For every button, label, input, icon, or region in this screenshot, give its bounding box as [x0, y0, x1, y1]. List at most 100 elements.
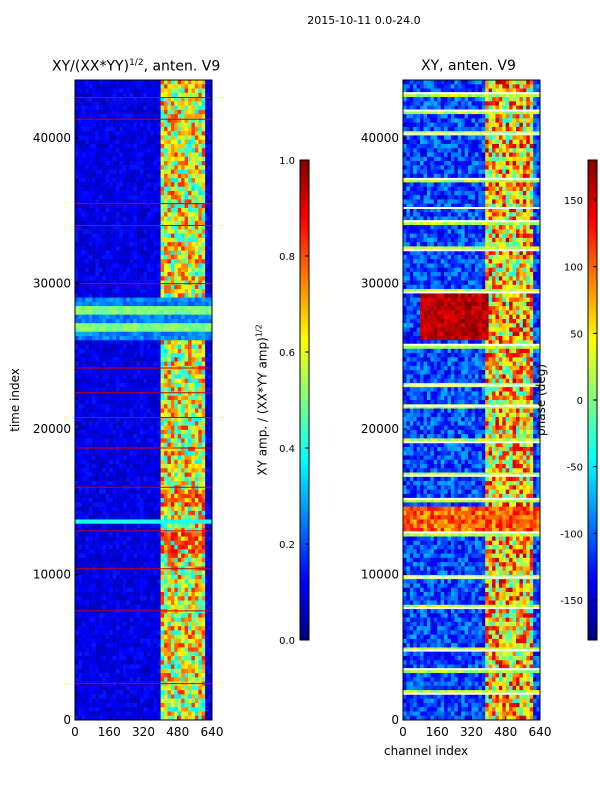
heatmap-cell — [126, 161, 131, 166]
heatmap-cell — [153, 272, 158, 277]
heatmap-cell — [78, 105, 83, 111]
heatmap-cell — [98, 323, 103, 328]
heatmap-cell — [164, 404, 168, 409]
heatmap-cell — [201, 391, 206, 397]
heatmap-cell — [150, 118, 155, 123]
heatmap-cell — [201, 387, 206, 392]
heatmap-cell — [184, 587, 189, 593]
heatmap-cell — [188, 353, 192, 358]
heatmap-cell — [177, 190, 182, 196]
heatmap-cell — [150, 574, 155, 580]
heatmap-cell — [88, 353, 93, 358]
heatmap-cell — [136, 523, 141, 529]
heatmap-cell — [198, 310, 203, 315]
heatmap-cell — [170, 528, 175, 533]
heatmap-cell — [205, 272, 209, 277]
heatmap-cell — [140, 186, 144, 192]
heatmap-cell — [112, 400, 117, 405]
heatmap-cell — [75, 314, 79, 320]
heatmap-cell — [92, 246, 96, 251]
heatmap-cell — [177, 139, 182, 145]
heatmap-cell — [136, 118, 141, 123]
heatmap-cell — [177, 242, 182, 247]
heatmap-cell — [133, 340, 137, 345]
heatmap-cell — [140, 438, 144, 443]
heatmap-cell — [177, 592, 182, 597]
heatmap-cell — [160, 284, 165, 290]
heatmap-cell — [85, 323, 89, 328]
heatmap-cell — [88, 357, 93, 362]
heatmap-cell — [95, 442, 100, 448]
heatmap-cell — [146, 80, 151, 85]
heatmap-cell — [167, 254, 172, 260]
heatmap-cell — [188, 370, 192, 375]
heatmap-cell — [102, 161, 107, 166]
heatmap-cell — [194, 208, 199, 213]
heatmap-cell — [150, 306, 155, 311]
heatmap-cell — [78, 178, 83, 183]
heatmap-cell — [205, 97, 209, 102]
heatmap-cell — [102, 97, 107, 102]
heatmap-cell — [198, 532, 203, 537]
heatmap-cell — [75, 353, 79, 358]
heatmap-cell — [143, 310, 148, 315]
heatmap-cell — [122, 357, 127, 362]
heatmap-cell — [126, 570, 131, 576]
heatmap-cell — [167, 378, 172, 384]
heatmap-cell — [112, 408, 117, 414]
heatmap-cell — [181, 425, 185, 431]
heatmap-cell — [122, 408, 127, 414]
heatmap-cell — [146, 583, 151, 589]
heatmap-cell — [109, 596, 113, 601]
heatmap-cell — [119, 374, 124, 379]
heatmap-cell — [191, 212, 196, 217]
heatmap-cell — [112, 182, 117, 187]
heatmap-cell — [140, 481, 144, 486]
heatmap-cell — [140, 195, 144, 200]
heatmap-cell — [78, 442, 83, 448]
heatmap-cell — [133, 553, 137, 559]
heatmap-cell — [201, 353, 206, 358]
heatmap-cell — [157, 97, 161, 102]
heatmap-cell — [157, 468, 161, 473]
heatmap-cell — [164, 148, 168, 153]
heatmap-cell — [78, 126, 83, 132]
heatmap-cell — [170, 361, 175, 367]
heatmap-cell — [194, 92, 199, 98]
heatmap-cell — [177, 519, 182, 525]
heatmap-cell — [181, 152, 185, 158]
heatmap-cell — [119, 476, 124, 482]
heatmap-cell — [112, 118, 117, 123]
heatmap-cell — [164, 327, 168, 333]
heatmap-cell — [198, 344, 203, 350]
heatmap-cell — [167, 250, 172, 256]
heatmap-cell — [105, 604, 110, 610]
heatmap-cell — [129, 361, 134, 367]
heatmap-cell — [133, 203, 137, 209]
heatmap-cell — [143, 481, 148, 486]
heatmap-cell — [92, 395, 96, 401]
heatmap-cell — [75, 105, 79, 111]
heatmap-cell — [205, 604, 209, 610]
heatmap-cell — [188, 489, 192, 495]
heatmap-cell — [143, 476, 148, 482]
heatmap-cell — [105, 173, 110, 179]
heatmap-cell — [164, 438, 168, 443]
heatmap-cell — [109, 553, 113, 559]
heatmap-cell — [201, 545, 206, 550]
heatmap-cell — [95, 152, 100, 158]
heatmap-cell — [143, 139, 148, 145]
heatmap-cell — [201, 327, 206, 333]
heatmap-cell — [170, 408, 175, 414]
heatmap-cell — [170, 233, 175, 239]
heatmap-cell — [136, 182, 141, 187]
heatmap-cell — [75, 493, 79, 499]
heatmap-cell — [205, 229, 209, 234]
heatmap-cell — [102, 515, 107, 520]
heatmap-cell — [160, 216, 165, 222]
heatmap-cell — [157, 557, 161, 563]
heatmap-cell — [146, 506, 151, 512]
heatmap-cell — [98, 135, 103, 141]
heatmap-cell — [95, 272, 100, 277]
heatmap-cell — [174, 246, 179, 251]
